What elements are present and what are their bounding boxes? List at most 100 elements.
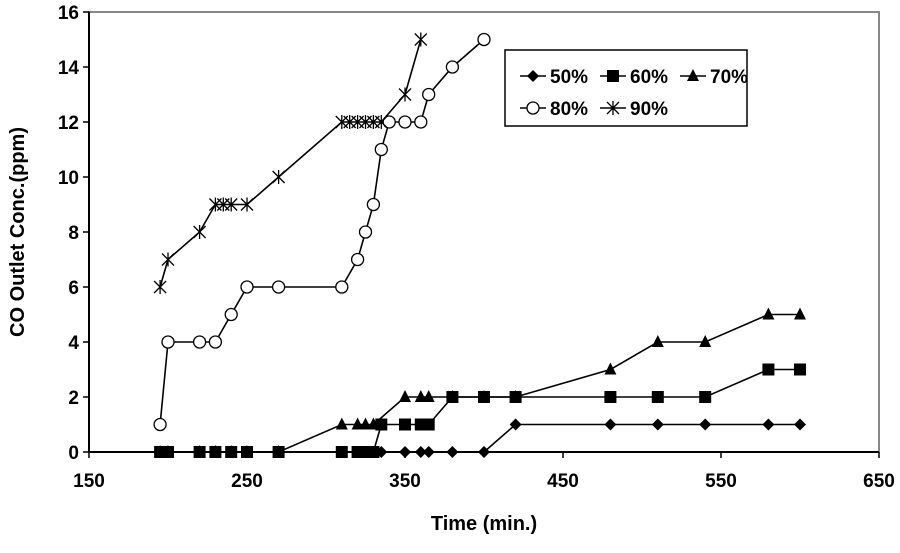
data-point (374, 115, 388, 129)
data-point (422, 446, 435, 458)
data-point (241, 445, 253, 457)
y-tick-label: 8 (68, 223, 79, 244)
data-point (161, 335, 175, 349)
data-point (153, 417, 167, 432)
data-point (794, 307, 806, 320)
data-point (335, 446, 348, 458)
data-point (422, 87, 436, 102)
data-point (350, 252, 365, 267)
legend: 50% 60% 70% 80% 90% (504, 49, 748, 127)
x-tick-label: 450 (547, 471, 579, 492)
legend-label: 90% (630, 99, 668, 120)
legend-label: 70% (710, 67, 748, 88)
y-tick-label: 0 (68, 443, 79, 464)
legend-label: 50% (550, 67, 588, 88)
data-point (193, 225, 207, 239)
data-point (335, 417, 348, 430)
data-point (224, 197, 238, 212)
data-point (604, 418, 617, 431)
data-point (414, 115, 428, 129)
data-point (794, 363, 806, 376)
series-line (159, 39, 422, 288)
y-tick-label: 6 (68, 278, 79, 299)
data-point (446, 390, 459, 402)
x-tick-label: 250 (231, 471, 263, 492)
data-point (367, 446, 380, 458)
data-point (240, 197, 254, 212)
series-80pct (153, 32, 491, 432)
data-point (399, 446, 411, 458)
y-tick-label: 14 (58, 58, 80, 79)
data-point (478, 390, 490, 402)
legend-label: 60% (630, 67, 668, 88)
y-tick-label: 4 (68, 333, 79, 354)
data-point (414, 446, 427, 458)
x-tick-label: 550 (705, 471, 737, 492)
data-point (162, 445, 174, 457)
y-axis-label: CO Outlet Conc.(ppm) (7, 127, 29, 337)
data-point (208, 335, 223, 349)
data-point (478, 446, 490, 458)
y-tick-label: 10 (58, 168, 79, 189)
data-point (794, 418, 806, 431)
data-point (374, 142, 388, 157)
legend-box (504, 49, 748, 127)
data-point (240, 280, 254, 294)
data-point (509, 390, 522, 402)
data-point (224, 307, 238, 322)
data-point (446, 446, 459, 458)
data-point (762, 418, 775, 431)
data-point (398, 87, 412, 102)
legend-marker (606, 101, 620, 115)
x-tick-label: 150 (73, 471, 105, 492)
data-point (161, 252, 175, 267)
data-point (154, 445, 167, 457)
data-point (272, 170, 286, 184)
data-point (366, 197, 381, 212)
data-point (422, 390, 435, 402)
legend-marker (526, 101, 540, 115)
series-line (160, 368, 800, 453)
x-axis-label: Time (min.) (431, 513, 537, 535)
data-point (762, 307, 775, 320)
y-tick-label: 16 (58, 3, 79, 24)
data-point (398, 115, 412, 129)
data-point (359, 417, 372, 430)
data-point (699, 335, 712, 347)
data-point (153, 280, 167, 294)
data-point (358, 225, 373, 239)
data-point (604, 362, 617, 375)
series-line (160, 313, 800, 453)
data-point (651, 391, 664, 403)
x-tick-label: 650 (863, 471, 895, 492)
y-tick-label: 12 (58, 113, 79, 134)
data-point (192, 335, 207, 349)
series-line (159, 38, 485, 425)
legend-label: 80% (550, 99, 588, 120)
data-point (399, 390, 411, 402)
data-point (272, 445, 285, 457)
data-point (193, 445, 206, 457)
legend-marker (687, 69, 699, 81)
data-point (651, 418, 664, 431)
y-tick-label: 2 (68, 388, 79, 409)
data-point (699, 418, 712, 431)
data-point (351, 417, 364, 430)
data-point (271, 280, 286, 294)
data-point (762, 363, 775, 376)
data-point (414, 390, 427, 402)
data-point (414, 32, 428, 47)
data-point (509, 418, 522, 431)
series-70pct (154, 307, 806, 457)
data-point (399, 418, 411, 431)
data-point (422, 418, 435, 431)
legend-marker (527, 70, 539, 82)
data-point (382, 115, 396, 129)
data-point (651, 335, 664, 347)
series-90pct (153, 32, 428, 294)
data-point (209, 445, 222, 457)
data-point (445, 60, 460, 74)
data-point (367, 417, 380, 430)
data-point (699, 391, 712, 403)
